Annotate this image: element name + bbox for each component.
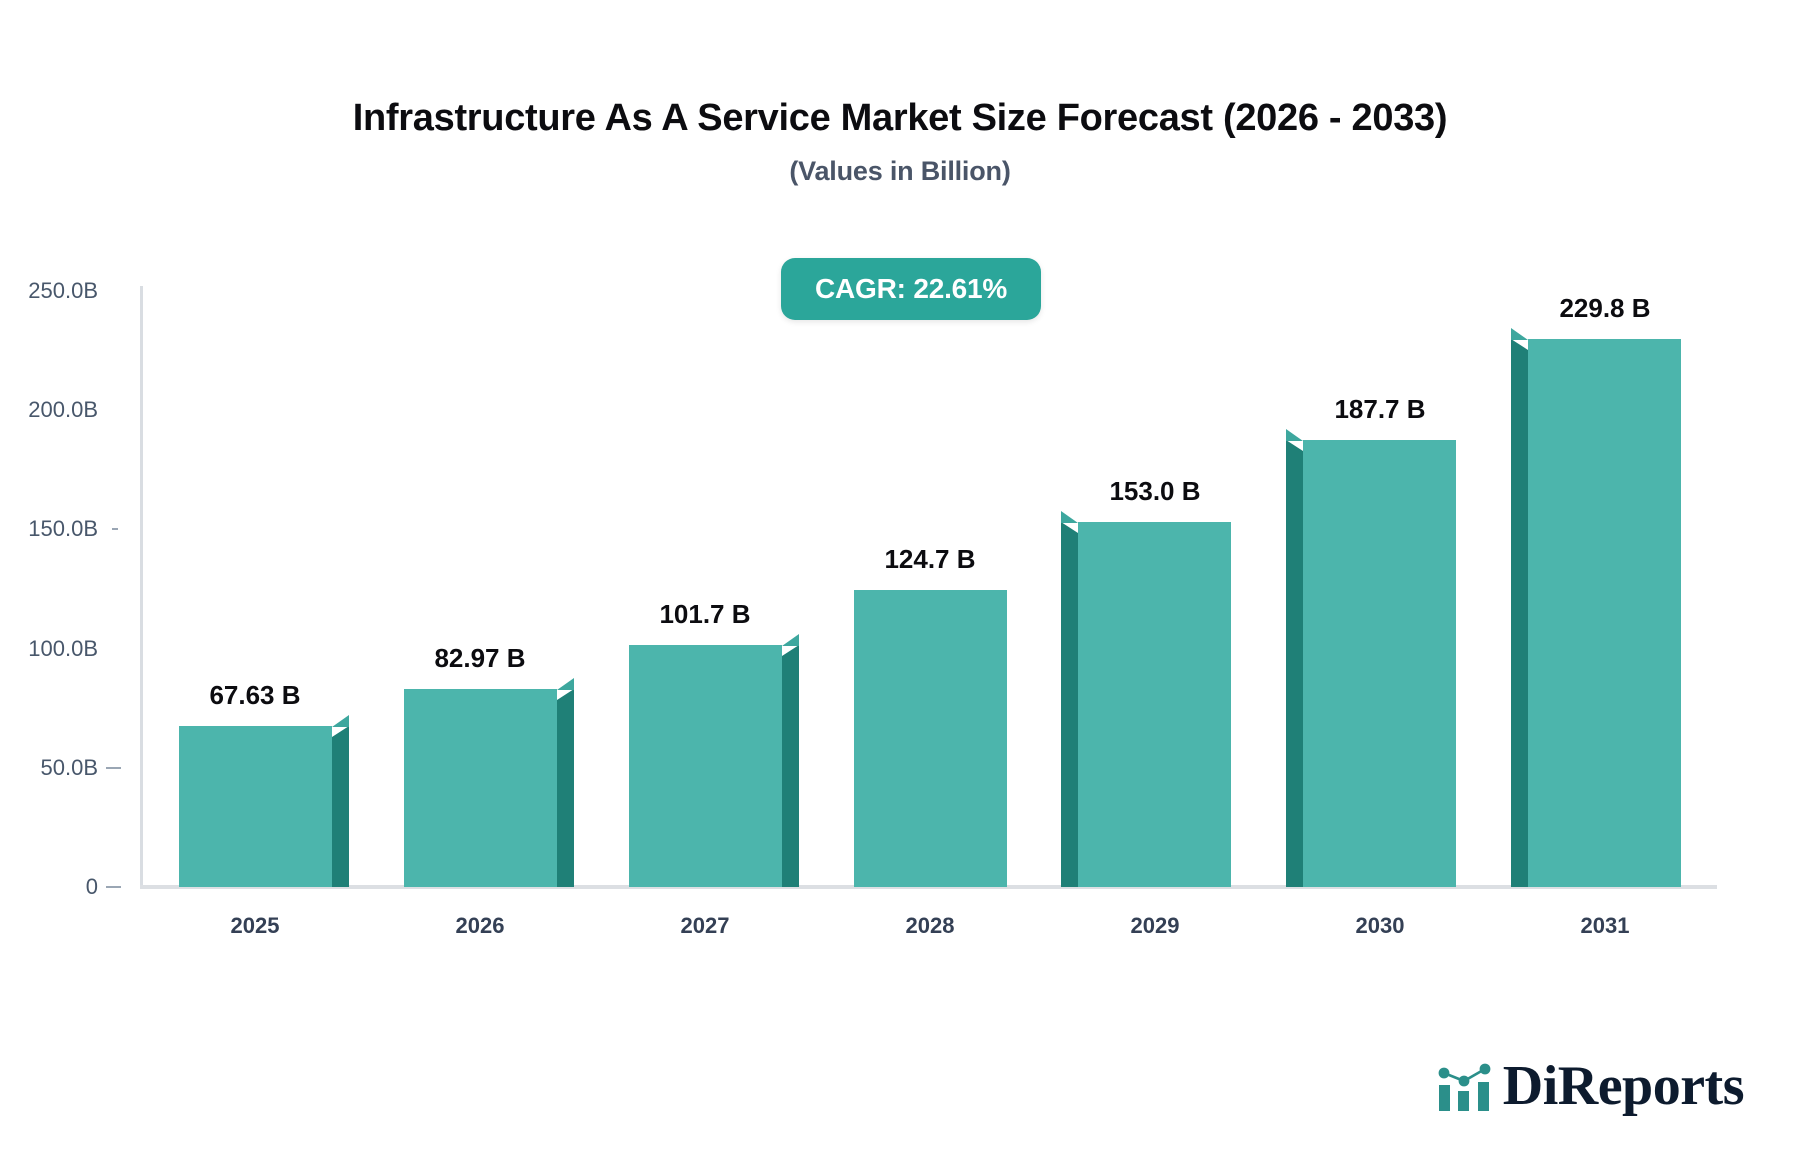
bar-value-label: 187.7 B (1334, 394, 1426, 424)
bar-front-face (1303, 440, 1456, 887)
y-axis-tick-mark (106, 886, 121, 888)
bar-top-face (1061, 511, 1078, 523)
y-axis-tick-mark (112, 528, 118, 531)
cagr-badge: CAGR: 22.61% (781, 258, 1042, 320)
bar-value-label: 101.7 B (659, 599, 751, 629)
bar-2025 (162, 712, 349, 887)
bar-top-face (782, 634, 799, 646)
x-axis-tick-label: 2025 (230, 913, 280, 938)
bar-2026 (387, 675, 574, 887)
y-axis-tick-label: 250.0B (28, 278, 98, 303)
bar-side-face (1511, 339, 1528, 887)
bar-side-face (782, 645, 799, 887)
y-axis-tick-label: 150.0B (28, 516, 98, 542)
bar-2029 (1061, 508, 1248, 887)
bar-value-label: 82.97 B (434, 643, 526, 673)
y-axis-tick-label: 200.0B (28, 397, 98, 423)
bar-2030 (1286, 426, 1473, 887)
x-axis-line (140, 885, 1717, 889)
y-axis-tick-label: 100.0B (28, 635, 98, 661)
bar-top-face (332, 715, 349, 727)
bar-top-face (1511, 328, 1528, 340)
bar-value-label: 229.8 B (1559, 293, 1651, 323)
x-axis-tick-label: 2026 (455, 913, 505, 938)
bar-front-face (179, 726, 332, 887)
x-axis-tick-label: 2028 (905, 913, 955, 938)
direports-logo: DiReports (1437, 1055, 1745, 1117)
page-title: Infrastructure As A Service Market Size … (352, 97, 1448, 139)
x-axis-tick-label: 2031 (1580, 913, 1630, 938)
bar-2027 (612, 631, 799, 887)
y-axis-tick-mark (106, 766, 121, 769)
title-block: Infrastructure As A Service Market Size … (0, 96, 1800, 187)
cagr-badge-label: CAGR: 22.61% (815, 273, 1008, 304)
y-axis-tick-label: 50.0B (40, 754, 99, 780)
bar-value-label: 124.7 B (884, 544, 976, 574)
bar-side-face (332, 726, 349, 887)
y-axis-line (140, 286, 143, 887)
x-axis-tick-label: 2027 (680, 913, 730, 938)
bar-top-face (1286, 429, 1303, 441)
bar-value-label: 153.0 B (1109, 476, 1201, 506)
bar-side-face (1061, 522, 1078, 887)
bar-chart-logo-icon (1438, 1063, 1491, 1111)
x-axis-tick-label: 2029 (1130, 913, 1180, 938)
bar-2028 (837, 576, 1024, 887)
bar-2031 (1511, 325, 1698, 887)
bar-side-face (557, 689, 574, 887)
bar-front-face (854, 590, 1007, 887)
bar-front-face (1528, 339, 1681, 887)
y-axis-tick-label: 0 (85, 874, 98, 899)
bar-front-face (1078, 522, 1231, 887)
bar-value-label: 67.63 B (209, 680, 301, 710)
chart-subtitle: (Values in Billion) (789, 155, 1011, 186)
logo-wordmark: DiReports (1502, 1055, 1745, 1117)
bar-front-face (629, 645, 782, 887)
bar-front-face (404, 689, 557, 887)
bar-top-face (557, 678, 574, 690)
bar-side-face (1286, 440, 1303, 887)
x-axis-tick-label: 2030 (1355, 913, 1405, 938)
